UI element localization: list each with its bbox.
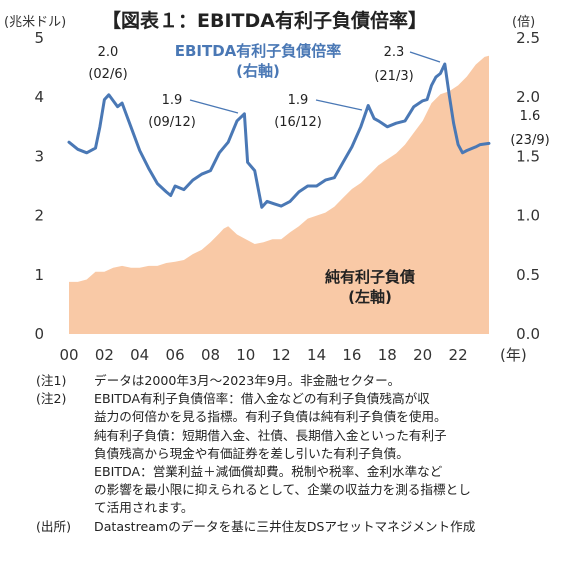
ratio-series-label: EBITDA有利子負債倍率 <box>175 42 342 60</box>
chart-area: 【図表１：EBITDA有利子負債倍率】 (兆米ドル) (倍) (年) 00 02 0… <box>4 9 550 364</box>
left-y-tick-label: 2 <box>34 207 44 225</box>
right-y-tick-label: 0.5 <box>516 266 540 284</box>
footnote-label: (注2) <box>36 391 67 407</box>
annotation-leader-line <box>315 99 363 111</box>
annotation-date: (09/12) <box>148 115 196 130</box>
x-tick-label: 08 <box>201 346 220 364</box>
left-y-tick-label: 5 <box>34 29 44 47</box>
annotation-value: 1.6 <box>520 109 541 124</box>
annotation-value: 1.9 <box>162 93 183 108</box>
right-axis-ticks: 0.0 0.5 1.0 1.5 2.0 2.5 <box>516 29 540 343</box>
footnote-text: て活用されます。 <box>94 500 194 516</box>
footnote-2: (注2) EBITDA有利子負債倍率：借入金などの有利子負債残高が収 益力の何倍… <box>36 390 576 517</box>
annotation-leader-line <box>409 51 441 63</box>
right-y-tick-label: 1.5 <box>516 147 540 165</box>
chart-title: 【図表１：EBITDA有利子負債倍率】 <box>102 9 427 32</box>
footnote-text: データは2000年3月～2023年9月。非金融セクター。 <box>94 373 401 388</box>
left-y-tick-label: 1 <box>34 266 44 284</box>
x-tick-label: 14 <box>307 346 326 364</box>
footnote-label: (出所) <box>36 518 72 534</box>
annotation-peak-2021: 2.3 (21/3) <box>374 45 441 84</box>
right-y-tick-label: 2.5 <box>516 29 540 47</box>
debt-series-label: 純有利子負債 <box>325 268 415 286</box>
x-tick-label: 06 <box>166 346 185 364</box>
footnote-text: EBITDA：営業利益＋減価償却費。税制や税率、金利水準など <box>94 464 443 480</box>
annotation-peak-2016: 1.9 (16/12) <box>274 93 363 130</box>
x-tick-label: 02 <box>95 346 114 364</box>
x-tick-label: 22 <box>449 346 468 364</box>
left-axis-unit: (兆米ドル) <box>4 15 66 30</box>
annotation-date: (21/3) <box>374 69 413 84</box>
x-tick-label: 16 <box>342 346 361 364</box>
x-axis-ticks: 00 02 04 06 08 10 12 14 16 18 20 22 <box>59 346 467 364</box>
right-y-tick-label: 2.0 <box>516 88 540 106</box>
annotation-peak-2002: 2.0 (02/6) <box>88 45 127 82</box>
annotation-peak-2009: 1.9 (09/12) <box>148 93 239 130</box>
annotation-date: (02/6) <box>88 67 127 82</box>
x-tick-label: 12 <box>272 346 291 364</box>
x-tick-label: 20 <box>413 346 432 364</box>
left-axis-ticks: 0 1 2 3 4 5 <box>34 29 44 343</box>
x-tick-label: 00 <box>59 346 78 364</box>
annotation-latest-2023: 1.6 (23/9) <box>510 109 549 148</box>
footnote-text: 純有利子負債：短期借入金、社債、長期借入金といった有利子 <box>94 427 447 443</box>
annotation-value: 2.0 <box>98 45 119 60</box>
annotation-value: 2.3 <box>384 45 405 60</box>
footnote-text: EBITDA有利子負債倍率：借入金などの有利子負債残高が収 <box>94 391 430 407</box>
annotation-leader-line <box>189 99 239 114</box>
right-y-tick-label: 0.0 <box>516 325 540 343</box>
right-axis-unit: (倍) <box>512 15 535 30</box>
x-tick-label: 10 <box>236 346 255 364</box>
x-axis-unit: (年) <box>500 346 527 364</box>
x-tick-label: 18 <box>378 346 397 364</box>
debt-series-axis-label: (左軸) <box>348 288 392 306</box>
ebitda-ratio-line <box>67 62 491 209</box>
source-note: (出所) Datastreamのデータを基に三井住友DSアセットマネジメント作成 <box>36 518 576 536</box>
footnote-text: Datastreamのデータを基に三井住友DSアセットマネジメント作成 <box>94 518 476 534</box>
plot-layer <box>67 55 491 335</box>
footnote-text: の影響を最小限に抑えられるとして、企業の収益力を測る指標とし <box>94 482 471 498</box>
footnote-text: 益力の何倍かを見る指標。有利子負債は純有利子負債を使用。 <box>94 409 447 425</box>
right-y-tick-label: 1.0 <box>516 207 540 225</box>
annotation-date: (23/9) <box>510 133 549 148</box>
left-y-tick-label: 3 <box>34 147 44 165</box>
footnote-label: (注1) <box>36 373 67 388</box>
annotation-date: (16/12) <box>274 115 322 130</box>
annotation-value: 1.9 <box>288 93 309 108</box>
footnote-text: 負債残高から現金や有価証券を差し引いた有利子負債。 <box>94 445 409 461</box>
footnote-1: (注1) データは2000年3月～2023年9月。非金融セクター。 <box>36 372 576 390</box>
left-y-tick-label: 4 <box>34 88 44 106</box>
ratio-series-axis-label: (右軸) <box>236 62 280 80</box>
x-tick-label: 04 <box>130 346 149 364</box>
left-y-tick-label: 0 <box>34 325 44 343</box>
footnotes: (注1) データは2000年3月～2023年9月。非金融セクター。 (注2) E… <box>36 372 576 536</box>
net-debt-area <box>69 55 489 335</box>
